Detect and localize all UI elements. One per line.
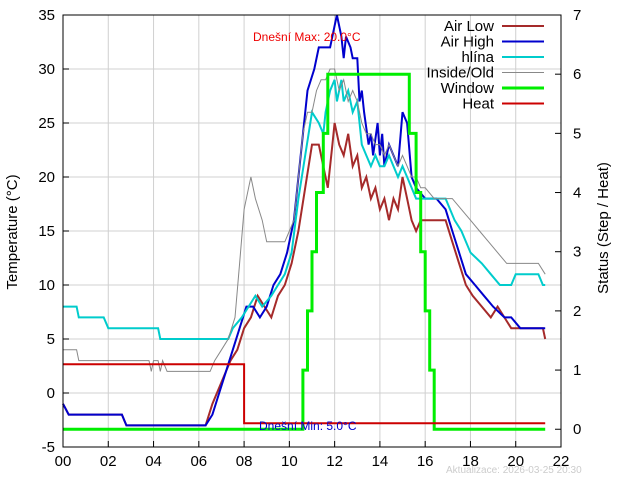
series-line-air-low: [62, 122, 547, 427]
max-annotation: Dnešní Max: 20.0°C: [253, 30, 361, 44]
y-tick-label: 15: [38, 223, 55, 240]
y2-tick-label: 7: [573, 7, 581, 24]
x-tick-label: 00: [55, 453, 72, 470]
updated-timestamp: Aktualizace: 2026-03-25 20:30: [446, 465, 582, 476]
y-tick-label: 25: [38, 115, 55, 132]
x-tick-label: 08: [236, 453, 253, 470]
y2-tick-label: 2: [573, 303, 581, 320]
x-tick-label: 18: [462, 453, 479, 470]
y-axis-ticks: -5 0 5 10 15 20 25 30 35: [38, 7, 69, 456]
x-axis-ticks: 00 02 04 06 08 10 12 14 16 18 20 22: [55, 441, 570, 470]
y2-tick-label: 4: [573, 185, 581, 202]
series-line-inside-old: [63, 68, 546, 372]
x-tick-label: 20: [507, 453, 524, 470]
series-line-window: [63, 72, 546, 431]
y-tick-label: 10: [38, 277, 55, 294]
x-tick-label: 06: [190, 453, 207, 470]
x-tick-label: 12: [326, 453, 343, 470]
y2-tick-label: 6: [573, 66, 581, 83]
plot-frame: [62, 14, 562, 448]
y2-axis-label: Status (Step / Heat): [595, 162, 612, 294]
legend-label-hlina: hlína: [461, 49, 494, 66]
legend-label-heat: Heat: [462, 96, 495, 113]
min-annotation: Dnešní Min: 5.0°C: [259, 419, 357, 433]
y-tick-label: -5: [42, 439, 55, 456]
y-tick-label: 35: [38, 7, 55, 24]
legend-label-inside-old: Inside/Old: [426, 65, 494, 82]
x-tick-label: 10: [281, 453, 298, 470]
y2-tick-label: 3: [573, 244, 581, 261]
y2-tick-label: 5: [573, 125, 581, 142]
y-axis-label: Temperature (°C): [4, 174, 21, 289]
series-line-hlina: [63, 79, 546, 340]
x-tick-label: 22: [553, 453, 570, 470]
y-tick-label: 30: [38, 61, 55, 78]
y-tick-label: 5: [47, 331, 55, 348]
legend-label-air-low: Air Low: [444, 18, 494, 35]
y2-tick-label: 1: [573, 362, 581, 379]
x-tick-label: 14: [372, 453, 389, 470]
y2-axis-ticks: 0 1 2 3 4 5 6 7: [555, 7, 581, 438]
x-tick-label: 02: [100, 453, 117, 470]
legend-label-window: Window: [441, 80, 495, 97]
x-tick-label: 04: [145, 453, 162, 470]
series-line-heat: [63, 363, 546, 425]
legend-label-air-high: Air High: [441, 34, 494, 51]
series-lines: [62, 14, 547, 431]
y-tick-label: 0: [47, 385, 55, 402]
y-tick-label: 20: [38, 169, 55, 186]
x-tick-label: 16: [417, 453, 434, 470]
y2-tick-label: 0: [573, 421, 581, 438]
